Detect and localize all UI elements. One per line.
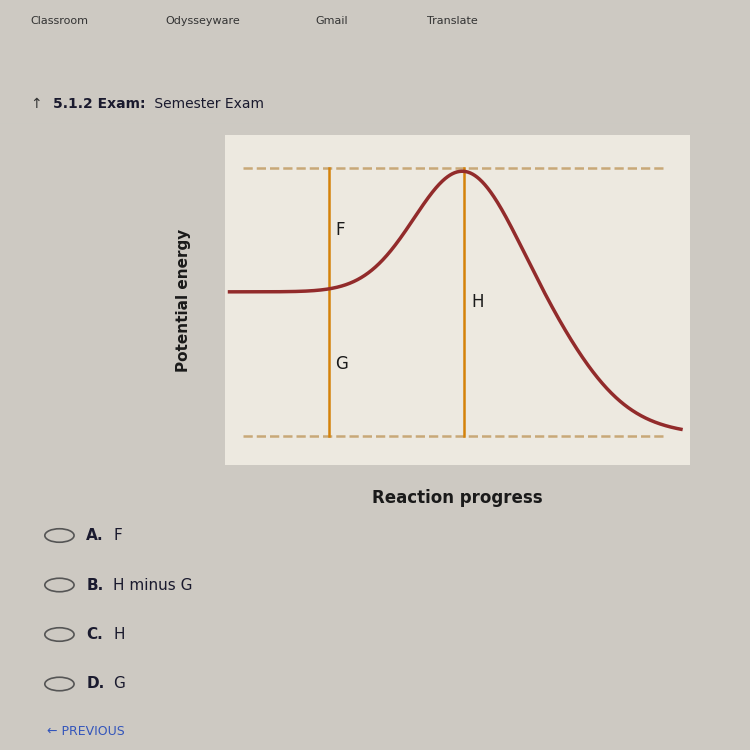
Text: Classroom: Classroom [30, 16, 88, 26]
Text: Potential energy: Potential energy [176, 228, 190, 372]
Text: Odysseyware: Odysseyware [165, 16, 240, 26]
Text: C.: C. [86, 627, 103, 642]
Text: D.: D. [86, 676, 104, 692]
Text: ↑: ↑ [30, 98, 42, 111]
Text: A.: A. [86, 528, 104, 543]
Text: G: G [335, 355, 349, 373]
Text: B.: B. [86, 578, 104, 592]
Text: Semester Exam: Semester Exam [150, 98, 264, 111]
Text: Reaction progress: Reaction progress [372, 489, 543, 507]
Text: Gmail: Gmail [315, 16, 347, 26]
Text: F: F [113, 528, 122, 543]
Text: F: F [335, 220, 345, 238]
Text: Translate: Translate [427, 16, 478, 26]
Text: G: G [113, 676, 125, 692]
Text: 5.1.2 Exam:: 5.1.2 Exam: [53, 98, 145, 111]
Text: H: H [113, 627, 125, 642]
Text: H: H [471, 292, 484, 310]
Text: H minus G: H minus G [113, 578, 193, 592]
Text: ← PREVIOUS: ← PREVIOUS [47, 724, 125, 738]
